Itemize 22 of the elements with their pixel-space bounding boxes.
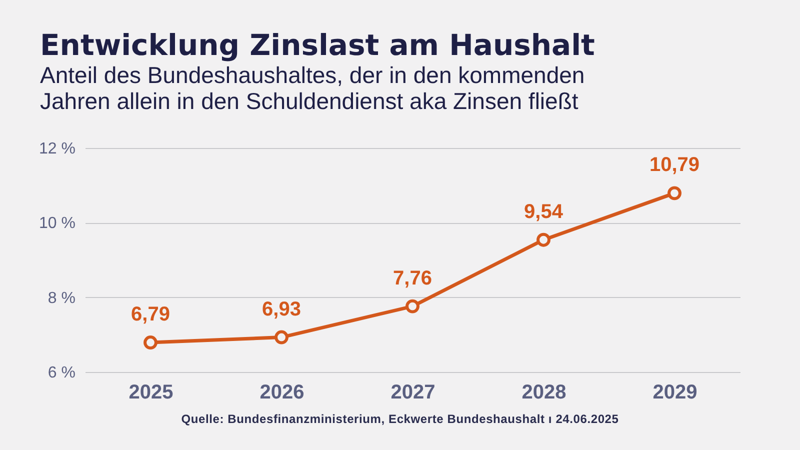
y-tick-label: 8 % — [48, 290, 76, 307]
point — [144, 336, 158, 350]
data-label: 6,79 — [131, 304, 170, 326]
x-tick-label: 2028 — [522, 382, 566, 404]
point — [668, 186, 682, 200]
chart-title: Entwicklung Zinslast am Haushalt — [40, 28, 596, 62]
data-label: 6,93 — [262, 298, 301, 320]
chart-subtitle: Anteil des Bundeshaushaltes, der in den kommenden Jahren allein in den Schuldendienst aka Zinsen fließt — [40, 62, 585, 114]
y-tick-label: 10 % — [39, 215, 76, 232]
x-tick-label: 2027 — [390, 382, 436, 404]
point — [536, 232, 550, 247]
point — [406, 299, 420, 314]
point — [274, 330, 288, 344]
x-tick-label: 2025 — [128, 382, 174, 404]
data-label: 7,76 — [393, 267, 432, 290]
x-tick-label: 2029 — [652, 382, 698, 404]
source-note: Quelle: Bundesfinanzministerium, Eckwerte Bundeshaushalt ı 24.06.2025 — [180, 412, 620, 426]
y-tick-label: 12 % — [39, 140, 76, 158]
y-tick-label: 6 % — [48, 364, 76, 382]
data-label: 9,54 — [524, 200, 564, 223]
x-tick-label: 2026 — [260, 382, 304, 404]
data-label: 10,79 — [649, 154, 700, 176]
